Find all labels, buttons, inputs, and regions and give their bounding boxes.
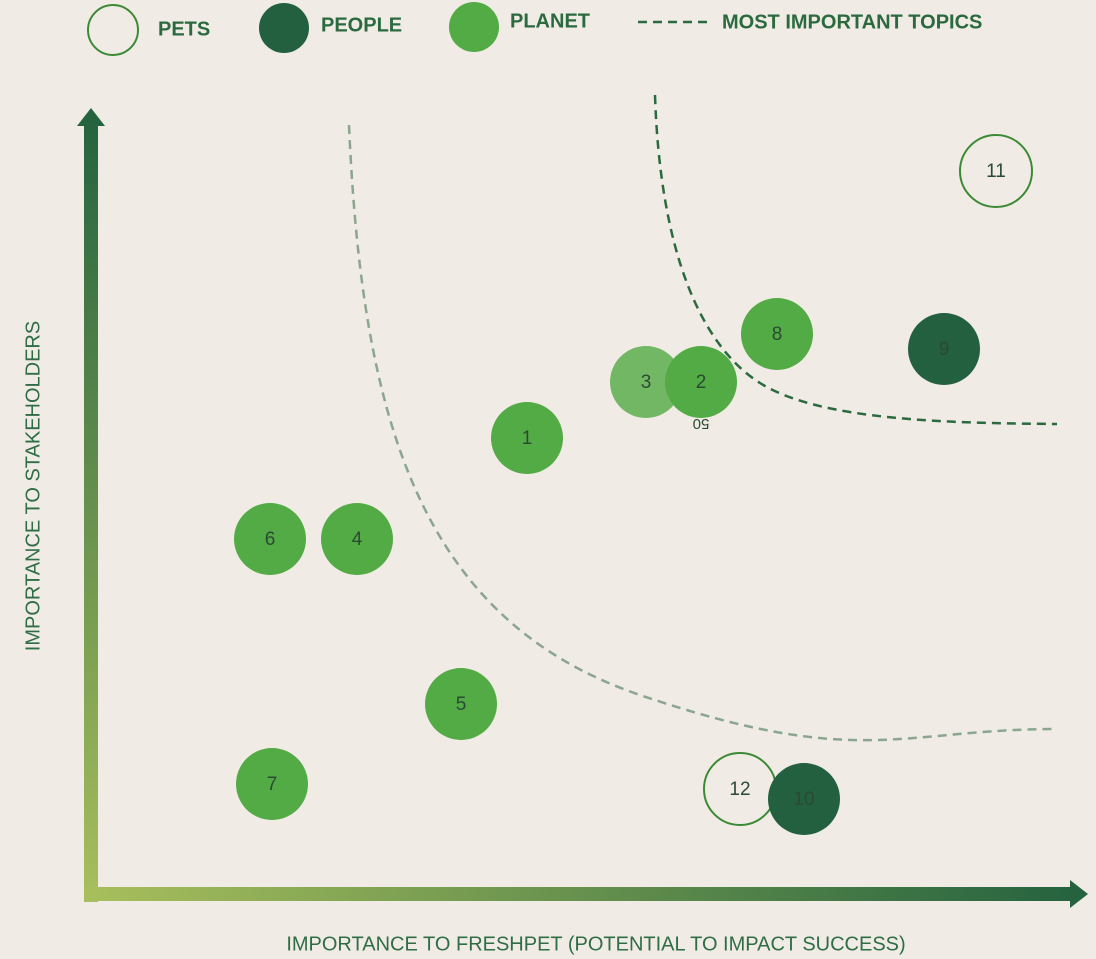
legend-label: PLANET	[510, 10, 590, 32]
topic-number: 8	[772, 324, 783, 345]
topic-bubble	[610, 346, 682, 418]
topic-bubble	[768, 763, 840, 835]
topic-number: 11	[986, 161, 1006, 182]
topic-bubble	[236, 748, 308, 820]
x-axis-label: IMPORTANCE TO FRESHPET (POTENTIAL TO IMP…	[286, 933, 905, 955]
legend-swatch	[449, 2, 499, 52]
y-axis	[84, 120, 98, 902]
topic-number: 10	[793, 789, 814, 810]
legend-swatch	[259, 3, 309, 53]
threshold-curve	[347, 124, 1058, 742]
stray-label: 50	[693, 415, 710, 432]
topic-number: 3	[641, 372, 652, 393]
x-arrow	[1070, 880, 1088, 908]
topic-bubble	[959, 134, 1033, 208]
topic-number: 2	[696, 372, 707, 393]
important-curve	[653, 94, 1058, 426]
topic-bubble	[491, 402, 563, 474]
y-axis-label: IMPORTANCE TO STAKEHOLDERS	[22, 321, 44, 651]
topic-number: 5	[456, 694, 467, 715]
topic-number: 4	[352, 529, 363, 550]
topic-bubble	[425, 668, 497, 740]
axes	[77, 108, 1088, 908]
topic-bubble	[665, 346, 737, 418]
topic-number: 9	[939, 339, 950, 360]
topic-number: 12	[729, 779, 750, 800]
topic-bubble	[741, 298, 813, 370]
topic-bubble	[908, 313, 980, 385]
legend-label: MOST IMPORTANT TOPICS	[722, 11, 982, 33]
topic-number: 6	[265, 529, 276, 550]
topic-bubble	[321, 503, 393, 575]
legend-swatch	[87, 4, 139, 56]
legend-label: PETS	[158, 18, 210, 40]
y-arrow	[77, 108, 105, 126]
topic-number: 7	[267, 774, 278, 795]
topic-number: 1	[522, 428, 533, 449]
legend-label: PEOPLE	[321, 14, 402, 36]
x-axis	[84, 887, 1074, 901]
topic-bubble	[234, 503, 306, 575]
